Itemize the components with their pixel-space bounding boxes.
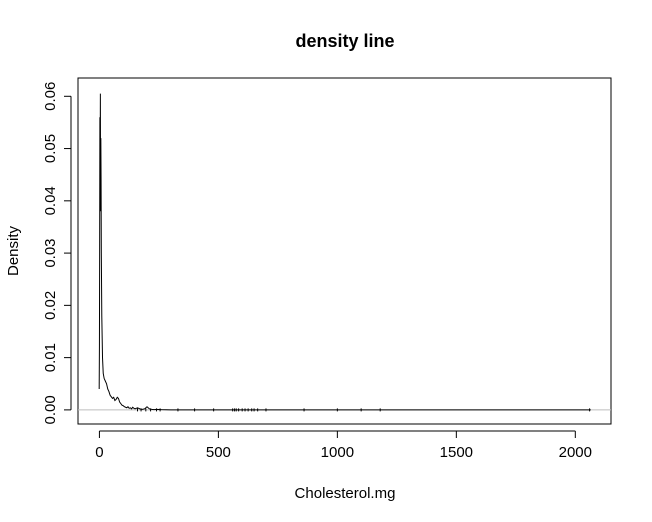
- rug-marks: [136, 408, 591, 412]
- y-axis-label: Density: [5, 225, 22, 276]
- y-tick-label: 0.02: [42, 291, 59, 320]
- y-axis: 0.00 0.01 0.02 0.03 0.04 0.05 0.06: [42, 82, 72, 424]
- x-axis-label: Cholesterol.mg: [295, 485, 396, 502]
- density-curve: [98, 93, 591, 411]
- y-tick-label: 0.00: [42, 395, 59, 424]
- x-tick-label: 1500: [440, 444, 473, 461]
- x-tick-label: 1000: [321, 444, 354, 461]
- y-tick-label: 0.01: [42, 343, 59, 372]
- y-tick-label: 0.03: [42, 238, 59, 267]
- y-tick-label: 0.06: [42, 82, 59, 111]
- x-tick-label: 2000: [559, 444, 592, 461]
- x-tick-label: 0: [95, 444, 103, 461]
- x-axis: 0 500 1000 1500 2000: [95, 430, 592, 461]
- y-tick-label: 0.05: [42, 134, 59, 163]
- plot-box: [77, 77, 612, 425]
- y-tick-label: 0.04: [42, 186, 59, 215]
- chart-title: density line: [295, 31, 394, 51]
- x-tick-label: 500: [206, 444, 231, 461]
